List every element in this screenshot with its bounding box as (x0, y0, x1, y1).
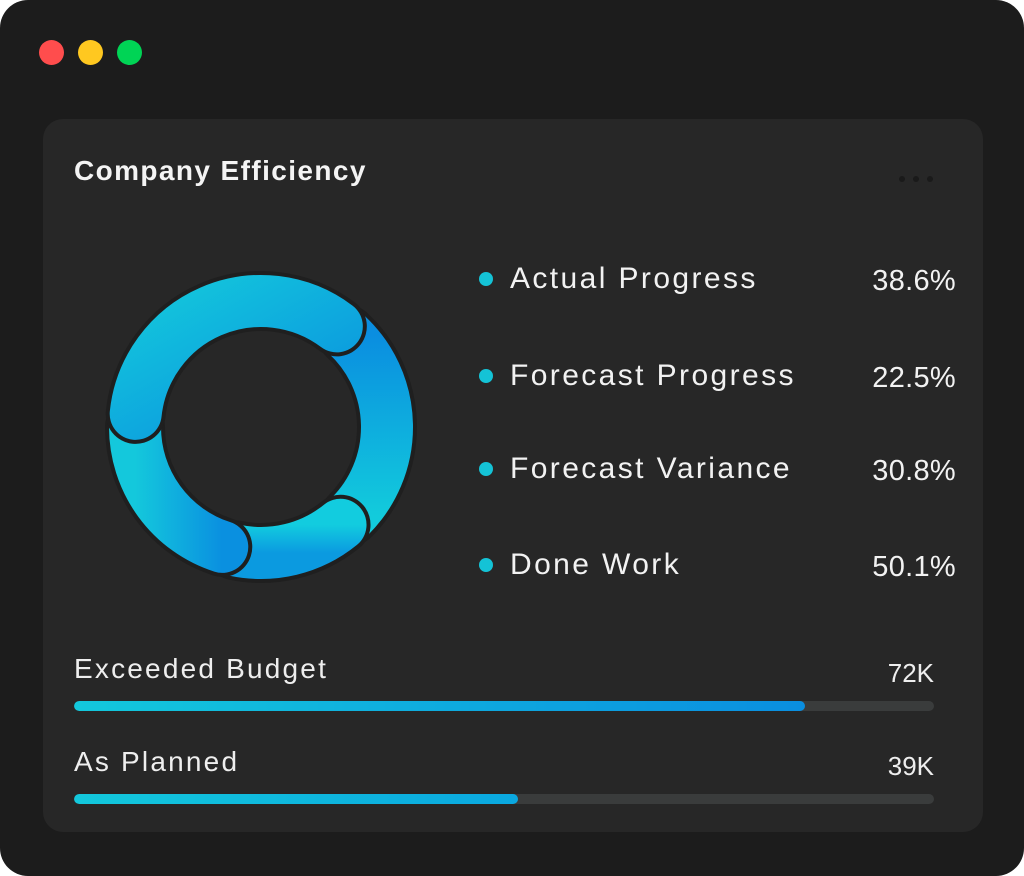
donut-segment-forecast-variance (109, 401, 249, 573)
more-horizontal-icon-dot (899, 176, 905, 182)
legend-value: 30.8% (872, 455, 956, 487)
progress-track (74, 794, 934, 804)
legend-dot-icon (479, 558, 493, 572)
card-title: Company Efficiency (74, 155, 367, 186)
bar-value: 39K (887, 751, 934, 781)
minimize-window-button[interactable] (78, 40, 103, 65)
legend-item-forecast-progress: Forecast Progress 22.5% (479, 356, 959, 396)
donut-segment-actual-progress (320, 308, 413, 542)
close-window-button[interactable] (39, 40, 64, 65)
legend-dot-icon (479, 369, 493, 383)
company-efficiency-card: Company Efficiency (43, 119, 983, 832)
more-horizontal-icon-dot (927, 176, 933, 182)
bar-label: Exceeded Budget (74, 653, 329, 684)
legend-value: 38.6% (872, 265, 956, 297)
progress-fill (74, 701, 805, 711)
legend-item-done-work: Done Work 50.1% (479, 545, 959, 585)
legend-dot-icon (479, 272, 493, 286)
more-options-button[interactable] (899, 171, 933, 187)
legend-item-actual-progress: Actual Progress 38.6% (479, 259, 959, 299)
legend-label: Forecast Variance (510, 452, 793, 485)
legend-label: Forecast Progress (510, 359, 796, 392)
legend-value: 22.5% (872, 362, 956, 394)
bar-label: As Planned (74, 746, 240, 777)
legend-dot-icon (479, 462, 493, 476)
progress-track (74, 701, 934, 711)
maximize-window-button[interactable] (117, 40, 142, 65)
progress-fill (74, 794, 518, 804)
efficiency-donut-chart (105, 271, 417, 583)
legend-label: Actual Progress (510, 262, 758, 295)
more-horizontal-icon-dot (913, 176, 919, 182)
legend-label: Done Work (510, 548, 682, 581)
bar-value: 72K (887, 658, 934, 688)
legend-value: 50.1% (872, 551, 956, 583)
donut-segment-done-work (109, 275, 363, 440)
legend-item-forecast-variance: Forecast Variance 30.8% (479, 449, 959, 489)
